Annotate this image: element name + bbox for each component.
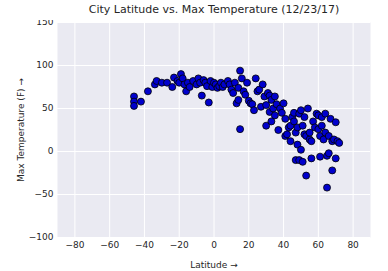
svg-text:60: 60 (313, 240, 325, 250)
svg-text:100: 100 (36, 60, 53, 70)
svg-text:Latitude →: Latitude → (190, 260, 238, 270)
html-text:City Latitude vs. Max Temperat: City Latitude vs. Max Temperature (12/23… (88, 3, 340, 16)
svg-text:50: 50 (42, 103, 54, 113)
svg-text:−20: −20 (170, 240, 189, 250)
svg-text:Max Temperature (F) →: Max Temperature (F) → (16, 78, 26, 182)
svg-text:0: 0 (211, 240, 217, 250)
svg-text:−60: −60 (100, 240, 119, 250)
svg-text:−40: −40 (135, 240, 154, 250)
svg-text:150: 150 (36, 20, 53, 27)
svg-text:−80: −80 (65, 240, 84, 250)
svg-text:20: 20 (243, 240, 255, 250)
svg-text:−100: −100 (29, 232, 54, 242)
svg-text:0: 0 (48, 146, 54, 156)
svg-text:80: 80 (347, 240, 359, 250)
svg-text:−50: −50 (35, 189, 54, 199)
svg-text:40: 40 (278, 240, 290, 250)
